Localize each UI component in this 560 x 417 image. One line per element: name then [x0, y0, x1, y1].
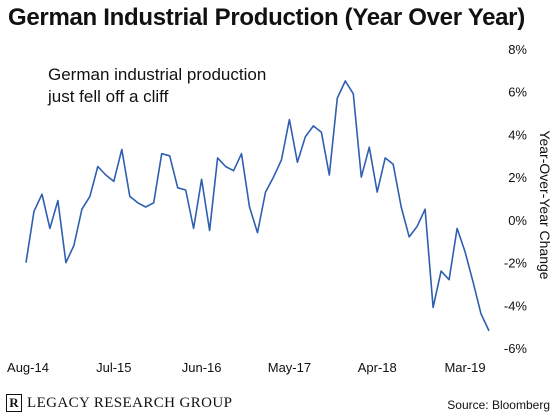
- x-tick-label: Jun-16: [182, 360, 222, 375]
- plot-area: [25, 80, 490, 332]
- x-axis-ticks: Aug-14 Jul-15 Jun-16 May-17 Apr-18 Mar-19: [7, 360, 486, 375]
- y-tick-label: 2%: [508, 170, 527, 185]
- annotation-line-1: German industrial production: [48, 65, 267, 84]
- chart-annotation: German industrial production just fell o…: [48, 64, 266, 108]
- y-axis-ticks: -6% -4% -2% 0% 2% 4% 6% 8%: [504, 42, 528, 356]
- y-tick-label: -4%: [504, 298, 528, 313]
- x-tick-label: Jul-15: [96, 360, 131, 375]
- legacy-research-logo: R LEGACY RESEARCH GROUP: [6, 394, 232, 412]
- y-tick-label: 0%: [508, 213, 527, 228]
- x-tick-label: May-17: [268, 360, 311, 375]
- y-tick-label: 4%: [508, 127, 527, 142]
- chart-title: German Industrial Production (Year Over …: [8, 4, 525, 31]
- y-tick-label: -6%: [504, 341, 528, 356]
- x-tick-label: Aug-14: [7, 360, 49, 375]
- logo-text: LEGACY RESEARCH GROUP: [27, 394, 233, 411]
- logo-mark-icon: R: [6, 394, 22, 412]
- x-tick-label: Mar-19: [444, 360, 485, 375]
- series-line: [25, 80, 490, 332]
- y-tick-label: -2%: [504, 256, 528, 271]
- source-note: Source: Bloomberg: [447, 398, 550, 412]
- y-tick-label: 8%: [508, 42, 527, 57]
- y-tick-label: 6%: [508, 85, 527, 100]
- annotation-line-2: just fell off a cliff: [48, 87, 169, 106]
- x-tick-label: Apr-18: [358, 360, 397, 375]
- y-axis-label: Year-Over-Year Change: [537, 130, 553, 280]
